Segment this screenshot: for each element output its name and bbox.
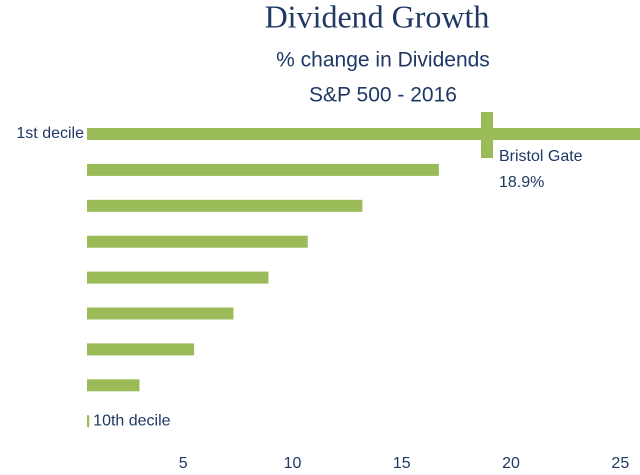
bar [87, 379, 140, 392]
x-tick-label: 5 [179, 455, 188, 472]
marker [480, 112, 493, 158]
y-tick-label: 10th decile [93, 412, 170, 429]
x-tick-label: 10 [284, 455, 302, 472]
bar [87, 235, 308, 248]
marker-value-label: 18.9% [499, 174, 544, 191]
x-tick-label: 20 [502, 455, 520, 472]
y-tick-label: 1st decile [16, 125, 84, 142]
bar [87, 163, 439, 176]
chart-subtitle: S&P 500 - 2016 [309, 84, 457, 107]
chart-title: Dividend Growth [265, 0, 490, 34]
bar [87, 343, 195, 356]
x-tick-label: 25 [611, 455, 629, 472]
bar [87, 128, 640, 140]
bar [87, 307, 234, 320]
bar [87, 199, 363, 212]
bar [87, 415, 90, 428]
chart-subtitle: % change in Dividends [276, 49, 490, 72]
x-tick-label: 15 [393, 455, 411, 472]
marker-label: Bristol Gate [499, 148, 583, 165]
bar [87, 271, 269, 284]
